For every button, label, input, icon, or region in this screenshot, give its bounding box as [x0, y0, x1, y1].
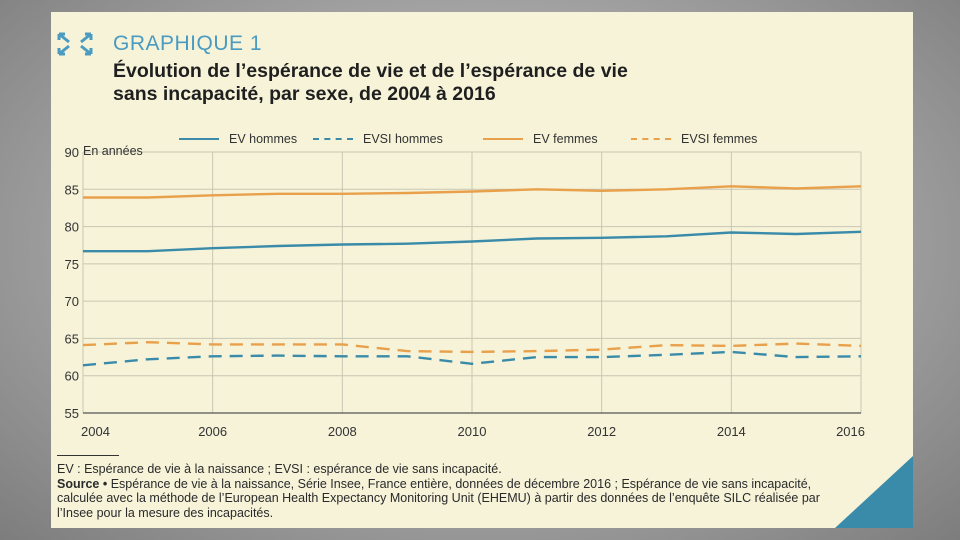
y-tick-label: 60 [65, 369, 79, 384]
y-tick-label: 75 [65, 257, 79, 272]
figure-notes: EV : Espérance de vie à la naissance ; E… [57, 455, 847, 520]
legend-label: EVSI femmes [681, 132, 758, 146]
legend-swatch [179, 138, 219, 140]
chart-legend: EV hommes EVSI hommes EV femmes EVSI fem… [51, 132, 913, 150]
x-tick-label: 2016 [836, 424, 865, 439]
x-tick-label: 2014 [717, 424, 746, 439]
legend-item-ev-hommes: EV hommes [179, 132, 297, 146]
expand-icon [57, 32, 93, 56]
y-tick-label: 55 [65, 406, 79, 421]
legend-swatch [483, 138, 523, 140]
x-tick-label: 2008 [328, 424, 357, 439]
legend-item-evsi-hommes: EVSI hommes [313, 132, 443, 146]
figure-card: GRAPHIQUE 1 Évolution de l’espérance de … [51, 12, 913, 528]
title-line-2: sans incapacité, par sexe, de 2004 à 201… [113, 83, 496, 105]
x-tick-label: 2004 [81, 424, 110, 439]
legend-item-ev-femmes: EV femmes [483, 132, 598, 146]
notes-divider [57, 455, 119, 456]
y-tick-label: 85 [65, 182, 79, 197]
y-tick-label: 70 [65, 294, 79, 309]
series-line-evsi-hommes [82, 350, 862, 367]
legend-label: EV hommes [229, 132, 298, 146]
y-tick-label: 90 [65, 145, 79, 160]
definition-note: EV : Espérance de vie à la naissance ; E… [57, 462, 502, 476]
legend-swatch [313, 138, 353, 140]
figure-kicker: GRAPHIQUE 1 [113, 32, 263, 55]
series-line-ev-hommes [83, 230, 862, 253]
source-note: Source • Espérance de vie à la naissance… [57, 477, 847, 521]
legend-swatch [631, 138, 671, 140]
series-line-ev-femmes [83, 185, 862, 199]
legend-label: EVSI hommes [363, 132, 443, 146]
figure-title: Évolution de l’espérance de vie et de l’… [113, 60, 873, 106]
x-tick-label: 2012 [587, 424, 616, 439]
legend-label: EV femmes [533, 132, 598, 146]
y-tick-label: 65 [65, 331, 79, 346]
series-line-evsi-femmes [82, 341, 862, 354]
y-axis-label: En années [83, 144, 143, 158]
source-label: Source • [57, 476, 108, 491]
legend-item-evsi-femmes: EVSI femmes [631, 132, 757, 146]
source-text: Espérance de vie à la naissance, Série I… [57, 476, 820, 520]
x-tick-label: 2006 [198, 424, 227, 439]
y-tick-label: 80 [65, 220, 79, 235]
title-line-1: Évolution de l’espérance de vie et de l’… [113, 60, 628, 82]
x-tick-label: 2010 [458, 424, 487, 439]
corner-decoration [835, 456, 913, 528]
